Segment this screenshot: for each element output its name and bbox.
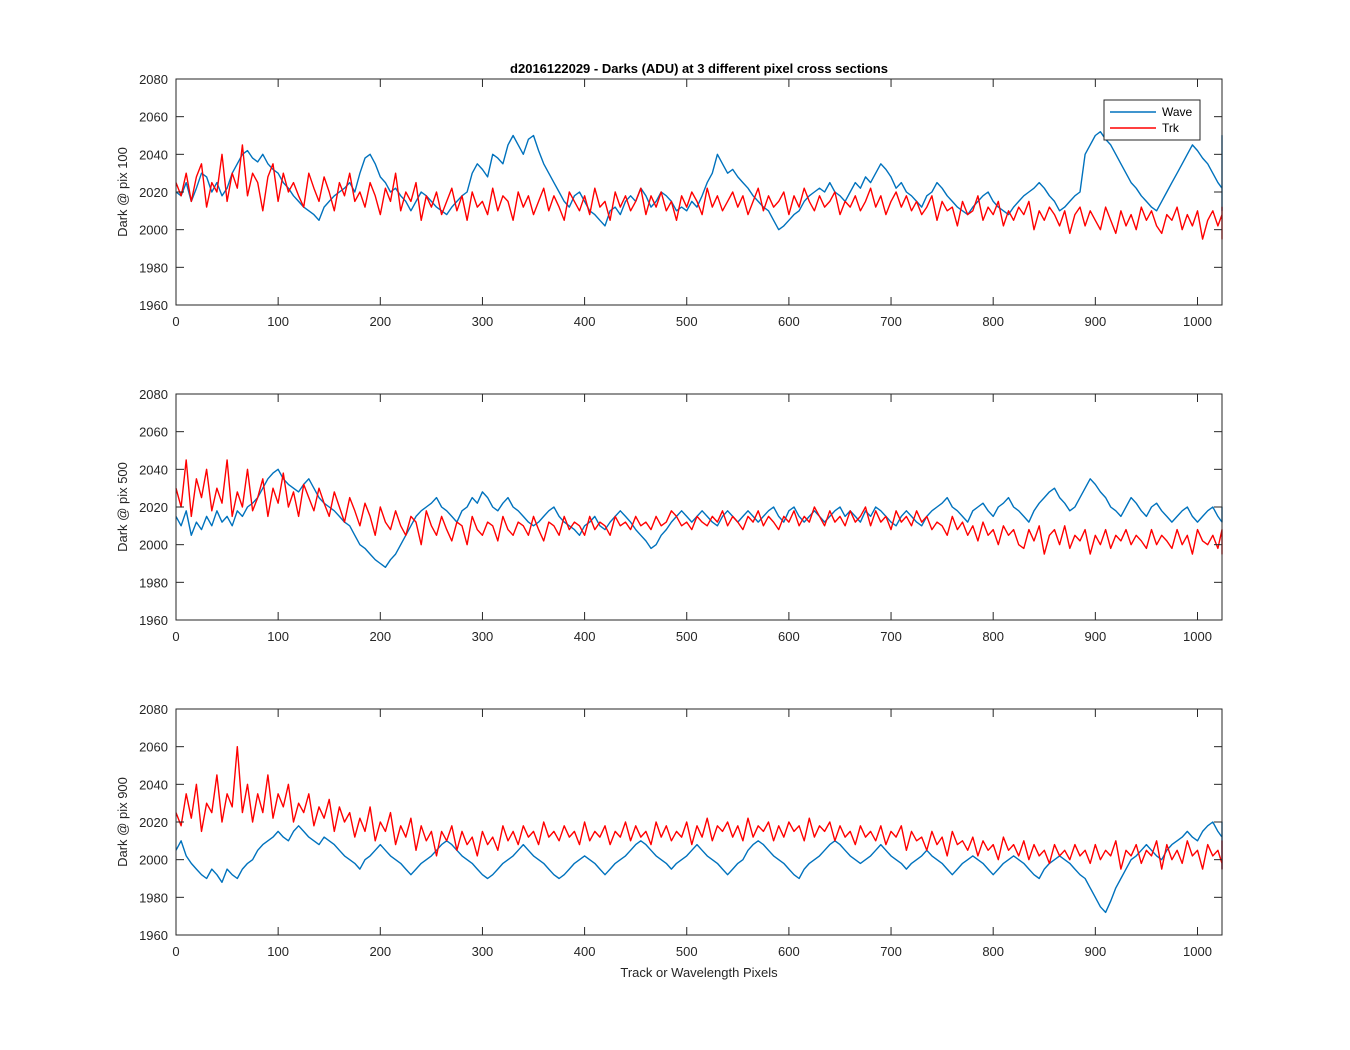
x-tick-label: 300 [472,629,494,644]
y-tick-label: 2020 [139,185,168,200]
x-tick-label: 1000 [1183,944,1212,959]
x-tick-label: 200 [369,629,391,644]
x-tick-label: 600 [778,314,800,329]
chart-title: d2016122029 - Darks (ADU) at 3 different… [510,61,888,76]
y-tick-label: 2000 [139,853,168,868]
x-tick-label: 100 [267,629,289,644]
x-tick-label: 400 [574,944,596,959]
series-line-trk [175,746,1223,870]
x-tick-label: 500 [676,629,698,644]
y-tick-label: 2020 [139,500,168,515]
series-line-trk [175,144,1223,240]
y-tick-label: 1960 [139,928,168,943]
series-line-wave [175,821,1223,914]
x-tick-label: 800 [982,314,1004,329]
y-tick-label: 2000 [139,223,168,238]
y-tick-label: 2040 [139,462,168,477]
y-tick-label: 2080 [139,72,168,87]
x-tick-label: 200 [369,314,391,329]
y-axis-label: Dark @ pix 100 [115,147,130,237]
y-tick-label: 2020 [139,815,168,830]
legend: Wave Trk [1103,99,1201,141]
x-tick-label: 900 [1084,944,1106,959]
y-axis-label: Dark @ pix 500 [115,462,130,552]
x-tick-label: 1000 [1183,314,1212,329]
x-tick-label: 800 [982,944,1004,959]
legend-wave-label: Wave [1162,105,1193,119]
y-tick-label: 1980 [139,890,168,905]
y-tick-label: 1960 [139,298,168,313]
x-tick-label: 800 [982,629,1004,644]
y-tick-label: 1980 [139,575,168,590]
series-line-wave [175,468,1223,568]
x-tick-label: 900 [1084,314,1106,329]
y-axis-label: Dark @ pix 900 [115,777,130,867]
legend-box [1103,99,1201,141]
legend-trk-label: Trk [1162,121,1180,135]
x-tick-label: 1000 [1183,629,1212,644]
series-line-trk [175,459,1223,555]
y-tick-label: 2060 [139,425,168,440]
y-tick-label: 2060 [139,110,168,125]
x-tick-label: 300 [472,314,494,329]
x-tick-label: 0 [172,629,179,644]
y-tick-label: 2080 [139,387,168,402]
x-tick-label: 600 [778,629,800,644]
x-axis-label: Track or Wavelength Pixels [620,965,778,980]
x-tick-label: 500 [676,944,698,959]
y-tick-label: 1980 [139,260,168,275]
x-tick-label: 400 [574,314,596,329]
panel-1: 0 100 200 300 400 500 600 700 800 900 1000 1960 1980… [115,72,1223,329]
x-tick-label: 0 [172,314,179,329]
y-tick-label: 2060 [139,740,168,755]
x-tick-label: 700 [880,944,902,959]
y-tick-label: 2040 [139,777,168,792]
x-tick-label: 200 [369,944,391,959]
x-tick-label: 900 [1084,629,1106,644]
panel-2: 0 100 200 300 400 500 600 700 800 900 1000 1960 1980… [115,387,1223,644]
x-tick-label: 300 [472,944,494,959]
x-tick-label: 400 [574,629,596,644]
x-tick-label: 500 [676,314,698,329]
x-tick-label: 700 [880,314,902,329]
y-tick-label: 2000 [139,538,168,553]
x-tick-label: 600 [778,944,800,959]
panel-3: 0 100 200 300 400 500 600 700 800 900 1000 1960 1980… [115,702,1223,959]
x-tick-label: 700 [880,629,902,644]
y-tick-label: 2040 [139,147,168,162]
x-tick-label: 0 [172,944,179,959]
x-tick-label: 100 [267,944,289,959]
y-tick-label: 1960 [139,613,168,628]
x-tick-label: 100 [267,314,289,329]
y-tick-label: 2080 [139,702,168,717]
